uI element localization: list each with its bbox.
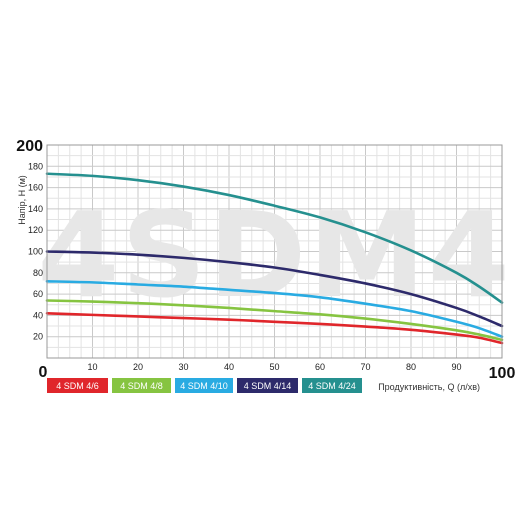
legend-label: 4 SDM 4/8 <box>120 381 163 391</box>
x-tick-label: 80 <box>406 362 416 372</box>
y-tick-label: 120 <box>28 225 43 235</box>
x-min-label: 0 <box>39 364 48 381</box>
series-line <box>45 280 504 338</box>
y-tick-label: 100 <box>28 247 43 257</box>
legend-label: 4 SDM 4/10 <box>180 381 228 391</box>
legend-swatch <box>47 378 108 393</box>
x-tick-label: 50 <box>269 362 279 372</box>
legend-item: 4 SDM 4/8 <box>112 378 171 393</box>
series-line <box>45 172 504 304</box>
plot-frame <box>46 144 503 359</box>
x-tick-label: 40 <box>224 362 234 372</box>
x-max-label: 100 <box>489 365 516 382</box>
y-max-label: 200 <box>16 138 43 155</box>
y-tick-label: 160 <box>28 183 43 193</box>
legend-item: 4 SDM 4/14 <box>237 378 298 393</box>
legend-swatch <box>302 378 362 393</box>
x-tick-label: 60 <box>315 362 325 372</box>
y-tick-label: 20 <box>33 332 43 342</box>
legend-label: 4 SDM 4/6 <box>56 381 99 391</box>
legend-item: 4 SDM 4/24 <box>302 378 362 393</box>
y-tick-label: 40 <box>33 310 43 320</box>
x-axis-title: Продуктивність, Q (л/хв) <box>378 382 480 392</box>
legend: 4 SDM 4/6 4 SDM 4/8 4 SDM 4/10 4 SDM 4/14 4 … <box>47 378 362 393</box>
y-axis-title: Напір, H (м) <box>17 175 27 225</box>
legend-label: 4 SDM 4/24 <box>308 381 356 391</box>
series-line <box>45 250 504 328</box>
legend-item: 4 SDM 4/6 <box>47 378 108 393</box>
legend-swatch <box>112 378 171 393</box>
y-tick-label: 60 <box>33 289 43 299</box>
x-tick-label: 20 <box>133 362 143 372</box>
x-axis-ticks: 10 20 30 40 50 60 70 80 90 <box>87 362 461 372</box>
y-tick-label: 80 <box>33 268 43 278</box>
series-line <box>45 311 504 345</box>
legend-swatch <box>175 378 233 393</box>
x-tick-label: 10 <box>87 362 97 372</box>
legend-swatch <box>237 378 298 393</box>
y-axis-ticks: 20 40 60 80 100 120 140 160 180 <box>28 161 43 341</box>
x-tick-label: 30 <box>178 362 188 372</box>
x-tick-label: 70 <box>360 362 370 372</box>
legend-item: 4 SDM 4/10 <box>175 378 233 393</box>
legend-label: 4 SDM 4/14 <box>244 381 292 391</box>
series-lines <box>45 172 504 345</box>
x-tick-label: 90 <box>451 362 461 372</box>
y-tick-label: 140 <box>28 204 43 214</box>
y-tick-label: 180 <box>28 161 43 171</box>
series-line <box>45 299 504 342</box>
